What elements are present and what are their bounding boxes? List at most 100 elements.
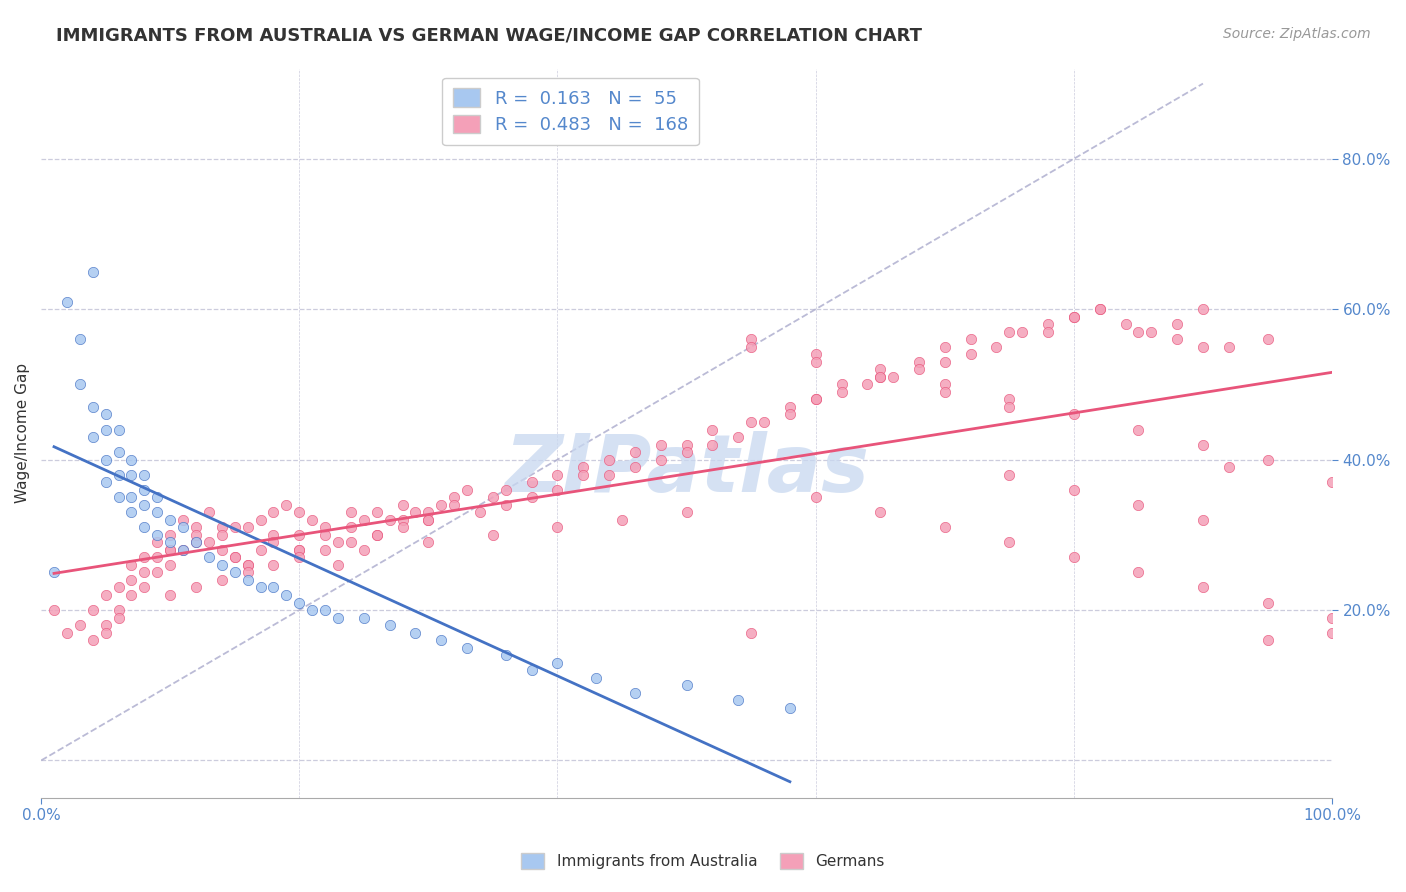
Point [482, 528, 505, 542]
Point [1320, 610, 1343, 624]
Point [456, 483, 478, 497]
Point [702, 437, 724, 451]
Point [94, 618, 117, 632]
Point [1320, 625, 1343, 640]
Point [276, 588, 298, 602]
Point [236, 558, 259, 572]
Point [934, 520, 956, 534]
Point [172, 542, 194, 557]
Point [121, 558, 143, 572]
Point [727, 693, 749, 707]
Point [366, 505, 388, 519]
Point [301, 513, 323, 527]
Point [314, 520, 336, 534]
Point [1192, 340, 1215, 354]
Point [1218, 460, 1240, 475]
Point [121, 467, 143, 482]
Point [224, 566, 246, 580]
Point [69, 332, 91, 346]
Point [184, 520, 207, 534]
Point [998, 325, 1021, 339]
Point [430, 633, 453, 648]
Point [326, 610, 349, 624]
Point [56, 625, 79, 640]
Point [1320, 475, 1343, 490]
Point [443, 490, 465, 504]
Point [547, 520, 569, 534]
Point [959, 347, 981, 361]
Point [159, 535, 181, 549]
Point [468, 505, 491, 519]
Point [650, 437, 672, 451]
Point [1011, 325, 1033, 339]
Point [624, 686, 647, 700]
Point [121, 490, 143, 504]
Point [134, 581, 156, 595]
Point [418, 535, 440, 549]
Point [391, 498, 413, 512]
Text: IMMIGRANTS FROM AUSTRALIA VS GERMAN WAGE/INCOME GAP CORRELATION CHART: IMMIGRANTS FROM AUSTRALIA VS GERMAN WAGE… [56, 27, 922, 45]
Point [1115, 317, 1137, 331]
Point [82, 400, 104, 414]
Point [353, 610, 375, 624]
Point [134, 520, 156, 534]
Point [456, 640, 478, 655]
Point [495, 648, 517, 662]
Point [1257, 332, 1279, 346]
Point [1128, 423, 1150, 437]
Point [353, 513, 375, 527]
Point [288, 542, 311, 557]
Text: Source: ZipAtlas.com: Source: ZipAtlas.com [1223, 27, 1371, 41]
Point [391, 520, 413, 534]
Point [134, 498, 156, 512]
Point [495, 483, 517, 497]
Point [1192, 513, 1215, 527]
Point [1063, 550, 1085, 565]
Point [134, 483, 156, 497]
Point [82, 264, 104, 278]
Point [1036, 325, 1059, 339]
Point [288, 595, 311, 609]
Point [94, 408, 117, 422]
Point [1063, 310, 1085, 324]
Point [107, 603, 129, 617]
Point [224, 520, 246, 534]
Point [146, 550, 169, 565]
Point [107, 467, 129, 482]
Point [675, 505, 697, 519]
Point [172, 520, 194, 534]
Point [908, 362, 931, 376]
Point [263, 558, 285, 572]
Point [301, 603, 323, 617]
Point [211, 542, 233, 557]
Point [934, 355, 956, 369]
Point [908, 355, 931, 369]
Point [107, 423, 129, 437]
Point [366, 528, 388, 542]
Point [1088, 302, 1111, 317]
Point [934, 340, 956, 354]
Point [224, 550, 246, 565]
Point [172, 513, 194, 527]
Point [1128, 566, 1150, 580]
Point [986, 340, 1008, 354]
Point [1257, 595, 1279, 609]
Point [172, 542, 194, 557]
Point [42, 566, 65, 580]
Point [94, 625, 117, 640]
Point [236, 573, 259, 587]
Point [236, 558, 259, 572]
Point [224, 550, 246, 565]
Point [547, 467, 569, 482]
Point [159, 542, 181, 557]
Point [443, 498, 465, 512]
Point [211, 520, 233, 534]
Point [779, 701, 801, 715]
Point [391, 513, 413, 527]
Point [624, 445, 647, 459]
Point [263, 505, 285, 519]
Point [675, 445, 697, 459]
Point [94, 588, 117, 602]
Point [869, 370, 891, 384]
Point [882, 370, 904, 384]
